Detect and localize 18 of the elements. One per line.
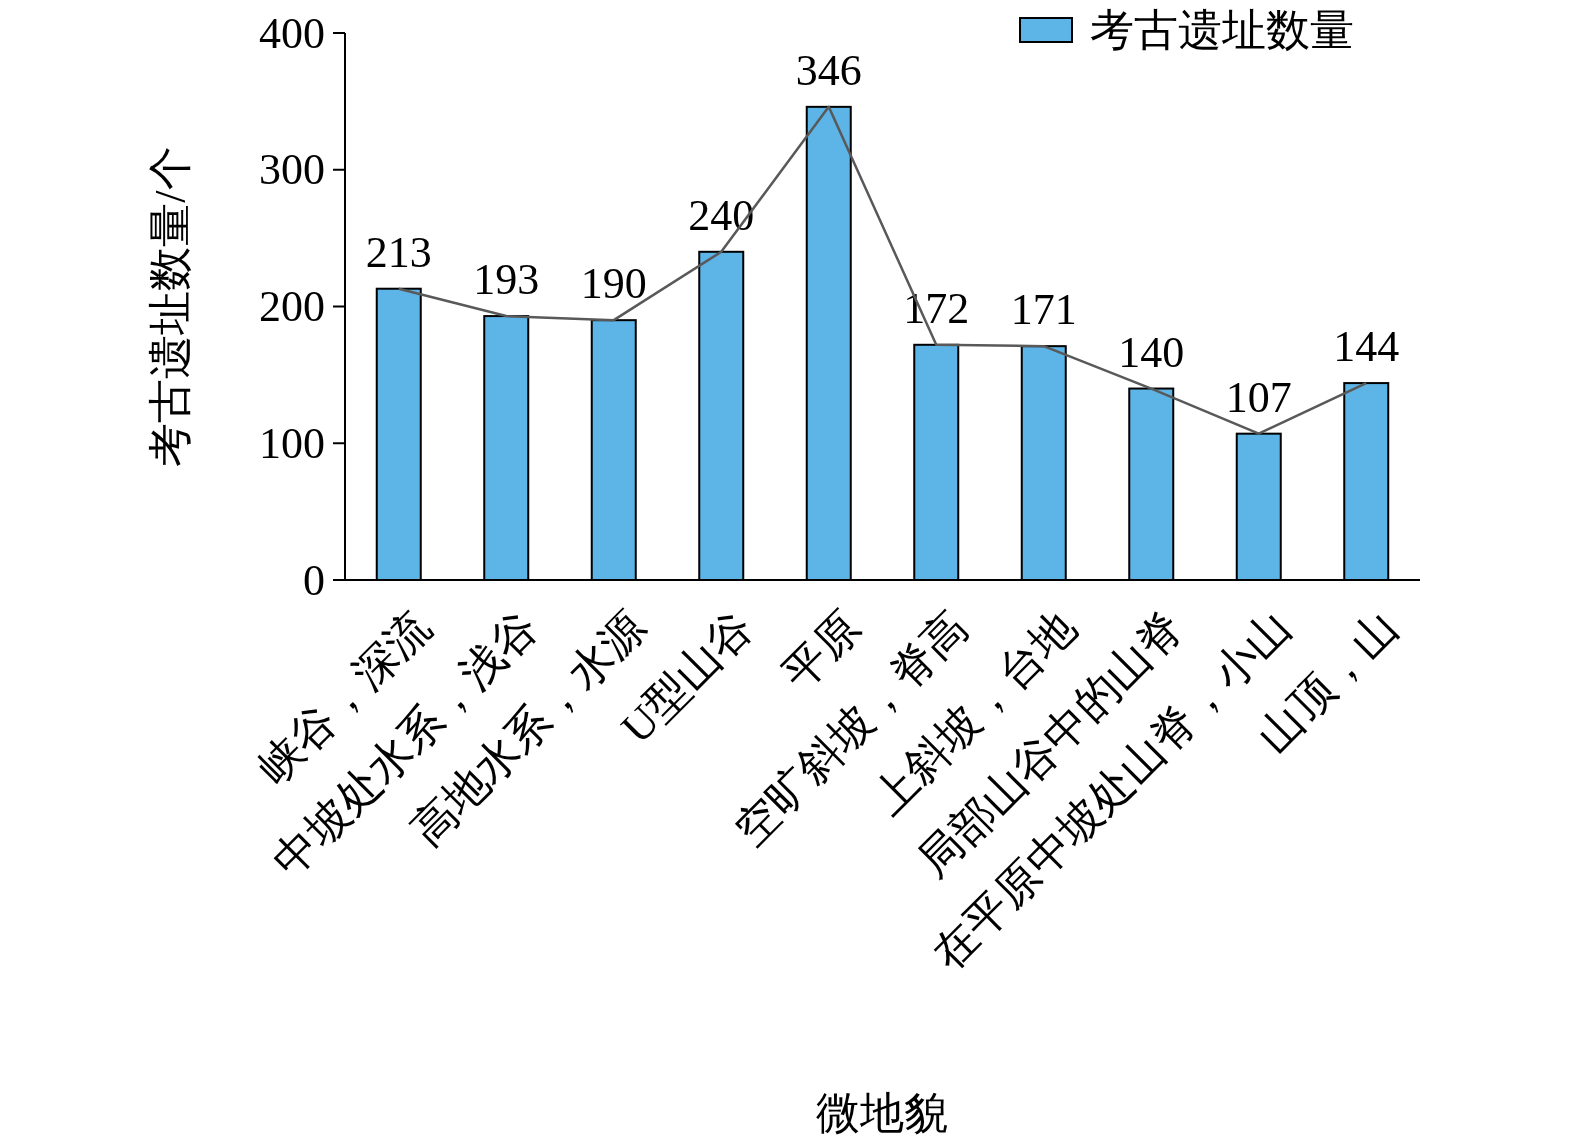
data-label: 171 bbox=[1010, 285, 1077, 335]
data-label: 144 bbox=[1333, 322, 1400, 372]
y-tick-label: 100 bbox=[259, 418, 325, 468]
y-tick-label: 400 bbox=[259, 8, 325, 58]
y-axis-title: 考古遗址数量/个 bbox=[146, 146, 195, 467]
data-label: 346 bbox=[795, 45, 862, 95]
data-label: 140 bbox=[1118, 327, 1185, 377]
y-tick-label: 200 bbox=[259, 282, 325, 331]
y-tick-label: 0 bbox=[303, 555, 325, 605]
legend: 考古遗址数量 bbox=[1019, 5, 1354, 55]
x-tick-label: 平原 bbox=[773, 602, 870, 700]
x-axis-title: 微地貌 bbox=[816, 1089, 948, 1138]
data-label: 193 bbox=[473, 255, 540, 305]
legend-label: 考古遗址数量 bbox=[1090, 5, 1354, 55]
data-label: 213 bbox=[365, 227, 432, 277]
y-tick-label: 300 bbox=[259, 145, 325, 195]
data-label: 107 bbox=[1225, 372, 1292, 422]
data-label: 190 bbox=[580, 259, 647, 309]
